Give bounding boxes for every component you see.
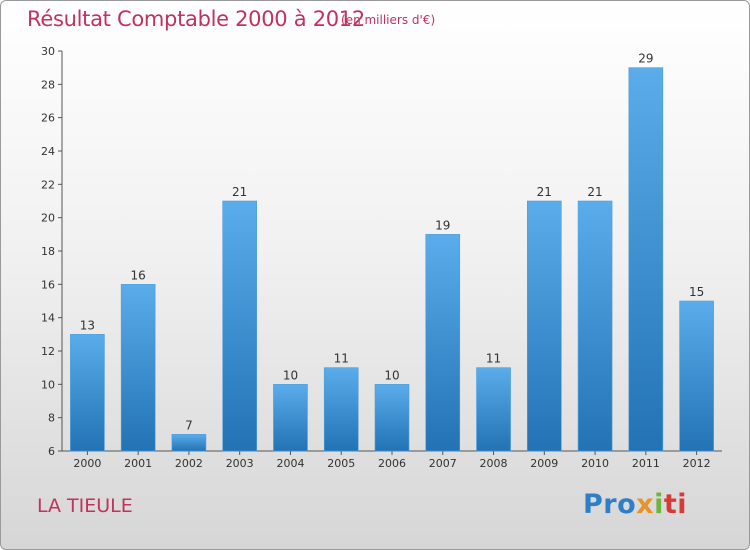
y-tick-label: 20 xyxy=(41,212,55,225)
bar xyxy=(476,367,511,452)
bar-value-label: 11 xyxy=(334,352,349,366)
x-tick-label: 2008 xyxy=(480,457,508,470)
bar-value-label: 7 xyxy=(185,418,193,432)
y-tick-label: 30 xyxy=(41,45,55,58)
y-tick-label: 12 xyxy=(41,345,55,358)
x-tick-label: 2012 xyxy=(683,457,711,470)
bar xyxy=(527,200,562,452)
chart-title: Résultat Comptable 2000 à 2012 xyxy=(27,7,365,31)
bar-value-label: 19 xyxy=(435,218,450,232)
chart-value-labels: 13 16 7 21 10 11 10 19 11 21 21 29 15 xyxy=(80,52,705,433)
x-tick-label: 2006 xyxy=(378,457,406,470)
bar-value-label: 21 xyxy=(537,185,552,199)
y-tick-label: 24 xyxy=(41,145,55,158)
bar xyxy=(374,384,410,452)
y-tick-label: 6 xyxy=(48,445,55,458)
bar xyxy=(70,334,105,452)
bar xyxy=(171,434,207,452)
bar xyxy=(577,200,613,452)
x-tick-label: 2004 xyxy=(276,457,304,470)
y-tick-label: 14 xyxy=(41,312,55,325)
y-tick-label: 18 xyxy=(41,245,55,258)
y-tick-label: 22 xyxy=(41,178,55,191)
bar-value-label: 15 xyxy=(689,285,704,299)
y-tick-label: 26 xyxy=(41,112,55,125)
x-tick-label: 2001 xyxy=(124,457,152,470)
x-tick-label: 2003 xyxy=(226,457,254,470)
x-tick-label: 2010 xyxy=(581,457,609,470)
y-tick-label: 28 xyxy=(41,78,55,91)
x-tick-label: 2009 xyxy=(530,457,558,470)
x-tick-label: 2000 xyxy=(73,457,101,470)
chart-subtitle: (en milliers d'€) xyxy=(341,13,436,27)
proxiti-logo: Proxiti xyxy=(583,489,688,520)
x-tick-label: 2005 xyxy=(327,457,355,470)
x-tick-label: 2011 xyxy=(632,457,660,470)
bar xyxy=(323,367,359,452)
bar-value-label: 21 xyxy=(587,185,602,199)
bar-value-label: 11 xyxy=(486,352,501,366)
x-tick-label: 2002 xyxy=(175,457,203,470)
y-tick-label: 8 xyxy=(48,412,55,425)
commune-name: LA TIEULE xyxy=(37,495,133,517)
chart-axes: 6 8 10 12 14 16 18 20 22 24 26 28 30 2000 2001 2002 2003… xyxy=(41,45,722,470)
bar-value-label: 16 xyxy=(131,268,146,282)
bar xyxy=(273,384,308,452)
bar-value-label: 13 xyxy=(80,318,95,332)
bar xyxy=(120,284,156,452)
bar xyxy=(628,67,664,452)
bar-value-label: 21 xyxy=(232,185,247,199)
y-tick-label: 16 xyxy=(41,278,55,291)
bar-value-label: 29 xyxy=(638,52,653,66)
bar-value-label: 10 xyxy=(283,368,298,382)
bar xyxy=(425,234,461,452)
bar-value-label: 10 xyxy=(384,368,399,382)
bar xyxy=(222,200,257,452)
x-tick-label: 2007 xyxy=(429,457,457,470)
chart-bars xyxy=(70,67,714,452)
y-tick-label: 10 xyxy=(41,378,55,391)
bar xyxy=(679,300,714,452)
